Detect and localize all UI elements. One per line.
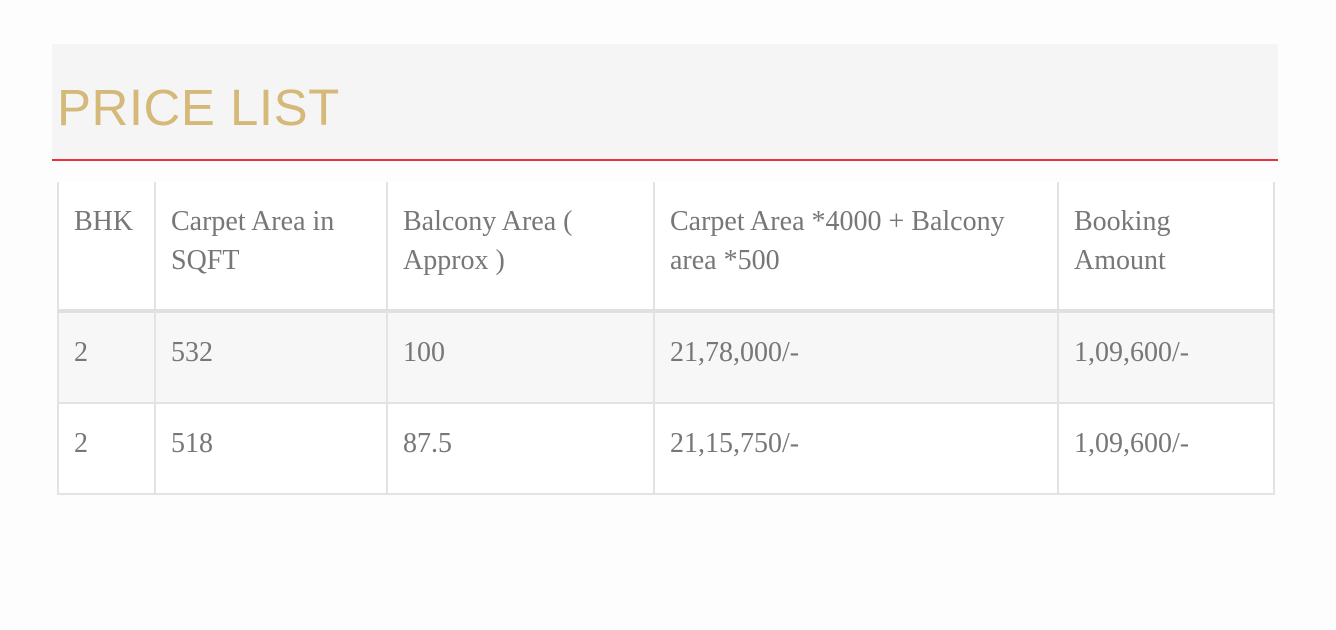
cell-bhk: 2 (57, 402, 156, 495)
cell-bhk: 2 (57, 310, 156, 404)
header-price-formula: Carpet Area *4000 + Balcony area *500 (653, 182, 1059, 313)
cell-booking-amount: 1,09,600/- (1057, 310, 1275, 404)
cell-price: 21,78,000/- (653, 310, 1059, 404)
price-list-header: PRICE LIST (52, 44, 1278, 161)
header-bhk: BHK (57, 182, 156, 313)
header-balcony-area: Balcony Area ( Approx ) (386, 182, 655, 313)
table-row: 2 518 87.5 21,15,750/- 1,09,600/- (57, 402, 1275, 495)
cell-carpet-area: 532 (154, 310, 388, 404)
cell-booking-amount: 1,09,600/- (1057, 402, 1275, 495)
table-header-row: BHK Carpet Area in SQFT Balcony Area ( A… (57, 182, 1275, 313)
table-row: 2 532 100 21,78,000/- 1,09,600/- (57, 310, 1275, 404)
cell-carpet-area: 518 (154, 402, 388, 495)
cell-balcony-area: 100 (386, 310, 655, 404)
header-booking-amount: Booking Amount (1057, 182, 1275, 313)
cell-balcony-area: 87.5 (386, 402, 655, 495)
cell-price: 21,15,750/- (653, 402, 1059, 495)
price-table: BHK Carpet Area in SQFT Balcony Area ( A… (57, 182, 1275, 495)
page-title: PRICE LIST (57, 79, 340, 136)
header-carpet-area: Carpet Area in SQFT (154, 182, 388, 313)
